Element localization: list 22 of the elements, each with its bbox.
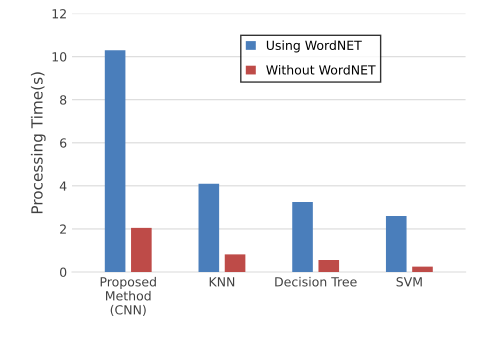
bar <box>318 260 340 272</box>
bar <box>412 266 433 272</box>
x-tick-label: Decision Tree <box>275 276 357 287</box>
y-tick-label: 8 <box>60 95 66 105</box>
y-axis-title: Processing Time(s) <box>30 72 46 214</box>
bar <box>386 216 407 272</box>
bar <box>224 254 246 272</box>
y-tick-label: 12 <box>52 9 66 18</box>
y-tick-label: 10 <box>52 52 66 62</box>
legend-label: Using WordNET <box>266 40 362 52</box>
legend-label: Without WordNET <box>266 64 376 75</box>
y-tick-label: 2 <box>60 224 66 234</box>
bar <box>104 50 126 272</box>
y-tick-label: 0 <box>60 267 66 277</box>
bar <box>198 184 220 272</box>
y-tick-label: 4 <box>60 182 66 191</box>
x-tick-label: SVM <box>396 277 422 287</box>
x-tick-label: Proposed Method (CNN) <box>100 276 156 316</box>
bar <box>131 228 152 272</box>
y-tick-label: 6 <box>60 138 66 148</box>
x-tick-label: KNN <box>210 277 234 286</box>
bar <box>292 202 313 272</box>
